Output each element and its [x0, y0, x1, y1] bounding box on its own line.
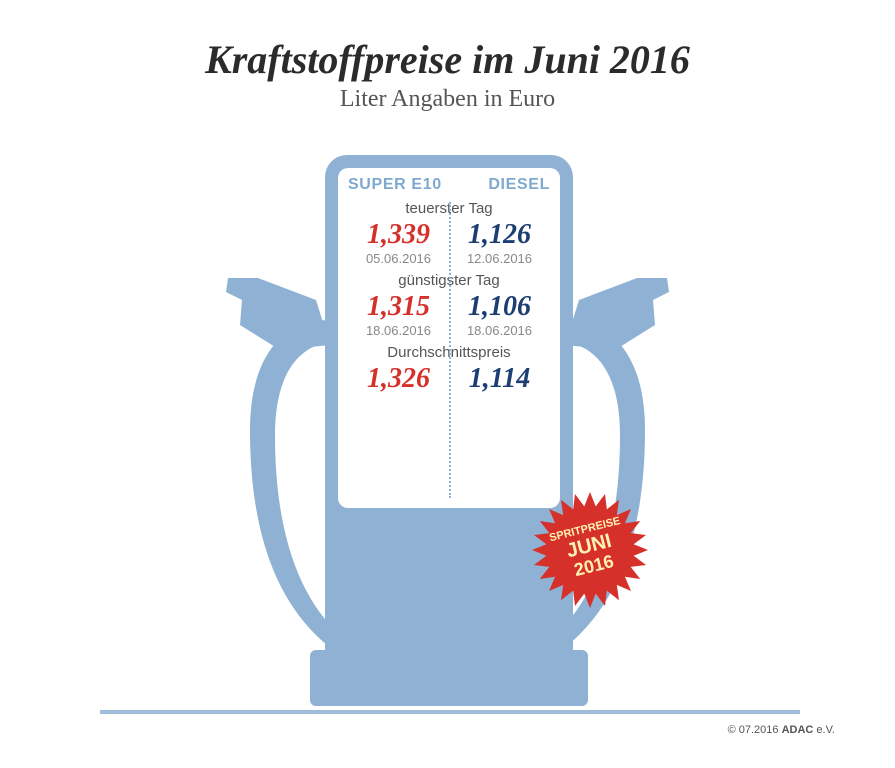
date-super-e10: 05.06.2016 — [348, 251, 449, 266]
price-super-e10: 1,315 — [348, 291, 449, 323]
column-headers: SUPER E10 DIESEL — [348, 176, 550, 194]
infographic-stage: Kraftstoffpreise im Juni 2016 Liter Anga… — [0, 0, 895, 768]
date-super-e10: 18.06.2016 — [348, 323, 449, 338]
page-title: Kraftstoffpreise im Juni 2016 — [0, 36, 895, 83]
ground-line — [100, 710, 800, 714]
column-header-left: SUPER E10 — [348, 176, 442, 194]
price-diesel: 1,106 — [449, 291, 550, 323]
page-subtitle: Liter Angaben in Euro — [0, 86, 895, 113]
price-panel: SUPER E10 DIESEL teuerster Tag 1,339 1,1… — [338, 168, 560, 508]
column-header-right: DIESEL — [488, 176, 550, 194]
credit-line: © 07.2016 ADAC e.V. — [728, 724, 835, 736]
price-diesel: 1,126 — [449, 219, 550, 251]
credit-prefix: © 07.2016 — [728, 724, 782, 736]
starburst-badge: SPRITPREISE JUNI 2016 — [530, 490, 650, 610]
price-diesel: 1,114 — [449, 363, 550, 395]
fuel-pump-graphic: SUPER E10 DIESEL teuerster Tag 1,339 1,1… — [220, 150, 675, 710]
credit-suffix: e.V. — [813, 724, 835, 736]
price-super-e10: 1,339 — [348, 219, 449, 251]
credit-brand: ADAC — [782, 724, 814, 736]
price-super-e10: 1,326 — [348, 363, 449, 395]
date-diesel: 12.06.2016 — [449, 251, 550, 266]
panel-divider — [449, 202, 451, 498]
date-diesel: 18.06.2016 — [449, 323, 550, 338]
